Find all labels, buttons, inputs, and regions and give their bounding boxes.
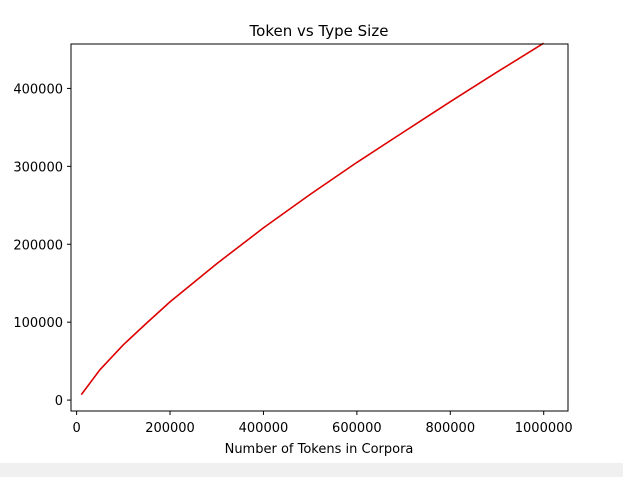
- line-chart: Token vs Type Size 0 200000 400000 600000 80…: [13, 22, 573, 457]
- x-tick-label: 1000000: [515, 421, 573, 436]
- x-tick-label: 800000: [425, 421, 475, 436]
- x-axis-label: Number of Tokens in Corpora: [225, 442, 414, 457]
- y-axis-ticks: 0 100000 200000 300000 400000: [13, 82, 71, 409]
- x-tick-label: 400000: [239, 421, 289, 436]
- x-axis-ticks: 0 200000 400000 600000 800000 1000000: [72, 411, 573, 436]
- chart-title: Token vs Type Size: [249, 22, 389, 40]
- chart-figure: Token vs Type Size 0 200000 400000 600000 80…: [13, 22, 573, 457]
- y-tick-label: 300000: [13, 160, 63, 175]
- x-tick-label: 600000: [332, 421, 382, 436]
- x-tick-label: 200000: [145, 421, 195, 436]
- y-tick-label: 400000: [13, 82, 63, 97]
- series-line: [80, 42, 545, 396]
- y-tick-label: 200000: [13, 238, 63, 253]
- plot-frame: [70, 43, 569, 412]
- window-bottom-strip: [0, 463, 623, 477]
- x-tick-label: 0: [72, 421, 80, 436]
- y-tick-label: 100000: [13, 316, 63, 331]
- y-tick-label: 0: [55, 394, 63, 409]
